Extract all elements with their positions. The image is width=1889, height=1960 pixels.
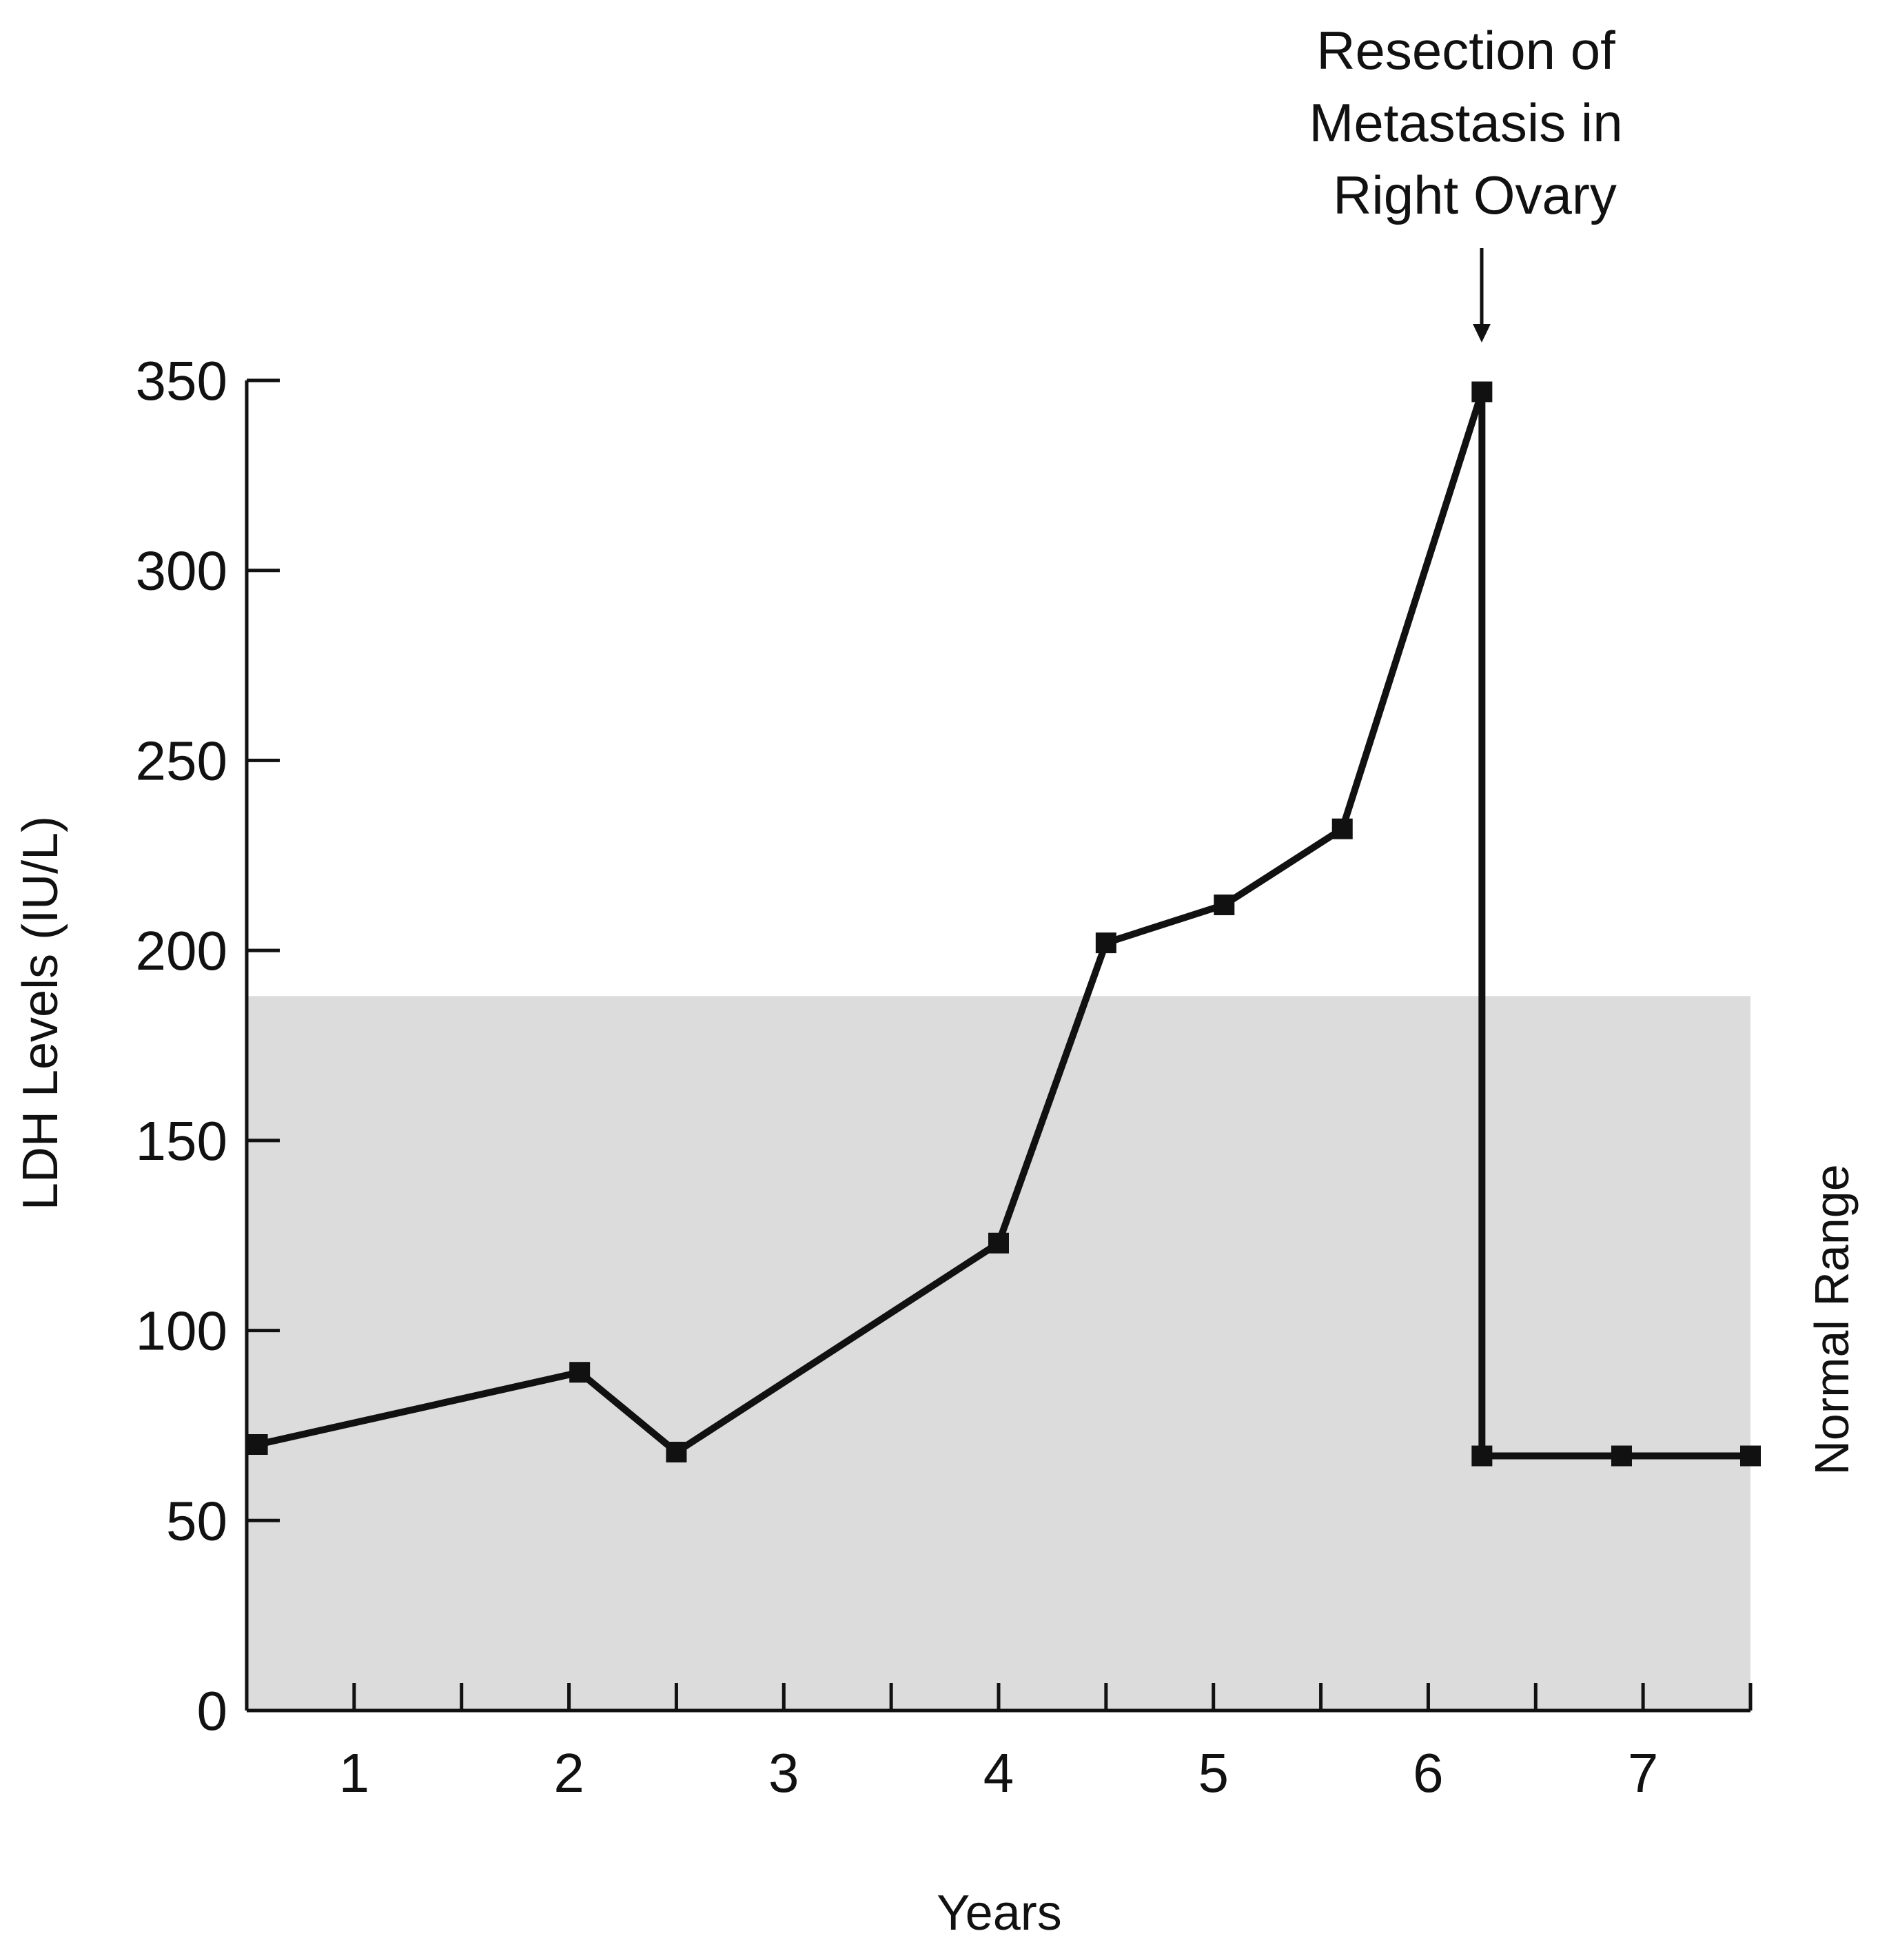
resection-annotation: Resection of Metastasis in Right Ovary (1309, 20, 1623, 343)
data-point-marker (666, 1442, 687, 1463)
y-tick-label: 200 (136, 920, 227, 981)
data-point-marker (1095, 932, 1116, 954)
data-point-marker (1471, 381, 1493, 402)
y-tick-label: 150 (136, 1110, 227, 1172)
axes (245, 378, 1753, 1713)
normal-range-band-layer (247, 996, 1750, 1711)
y-tick-label: 350 (136, 350, 227, 411)
x-tick-label: 1 (339, 1742, 370, 1804)
y-tick-label: 100 (136, 1300, 227, 1362)
data-point-marker (1471, 1445, 1493, 1467)
x-axis-title: Years (937, 1886, 1061, 1941)
annotation-arrow-head (1473, 324, 1491, 343)
data-point-marker (988, 1232, 1009, 1254)
data-point-marker (1331, 818, 1353, 839)
x-tick-label: 5 (1198, 1742, 1229, 1804)
x-tick-label: 2 (553, 1742, 584, 1804)
annotation-line-1: Resection of (1316, 20, 1615, 81)
data-point-marker (247, 1434, 268, 1455)
y-axis-title: LDH Levels (IU/L) (13, 816, 68, 1210)
data-point-marker (1214, 894, 1235, 915)
marker-layer (247, 381, 1761, 1467)
y-tick-label: 300 (136, 540, 227, 602)
annotation-line-3: Right Ovary (1333, 165, 1617, 225)
data-point-marker (569, 1362, 591, 1383)
annotation-line-2: Metastasis in (1309, 92, 1622, 153)
x-tick-label: 4 (983, 1742, 1014, 1804)
normal-range-band (247, 996, 1750, 1711)
normal-range-label: Normal Range (1805, 1164, 1859, 1475)
data-point-marker (1611, 1445, 1632, 1467)
data-point-marker (1740, 1445, 1761, 1467)
tick-label-layer: 0 50 100 150 200 250 300 350 1 2 3 4 5 6 7 (136, 350, 1659, 1804)
y-tick-label: 250 (136, 730, 227, 791)
x-tick-label: 6 (1413, 1742, 1444, 1804)
y-tick-label: 50 (166, 1490, 227, 1551)
y-tick-label: 0 (197, 1680, 228, 1742)
x-tick-label: 7 (1628, 1742, 1659, 1804)
x-tick-label: 3 (768, 1742, 799, 1804)
